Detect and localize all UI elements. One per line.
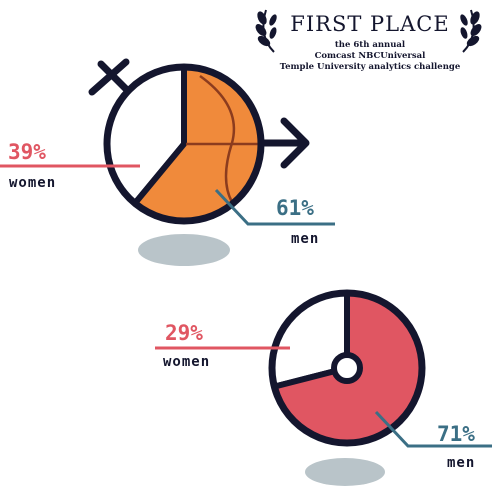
donut-hole (331, 352, 363, 384)
chart1-men-label: men (291, 231, 320, 247)
female-symbol-icon (88, 58, 133, 96)
laurel-right-icon (460, 9, 482, 53)
chart1-women-pct: 39% (8, 140, 46, 164)
award-line-2: Comcast NBCUniversal (314, 51, 426, 61)
chart2-women-label: women (163, 354, 211, 370)
chart2-women-pct: 29% (165, 321, 203, 345)
award-line-3: Temple University analytics challenge (279, 62, 461, 72)
award-title: FIRST PLACE (290, 12, 450, 36)
award-line-1: the 6th annual (334, 40, 406, 50)
award-badge: FIRST PLACE the 6th annual Comcast NBCUn… (250, 10, 490, 80)
chart2-men-label: men (447, 455, 476, 471)
chart1-men-pct: 61% (276, 196, 314, 220)
chart1-women-label: women (9, 175, 57, 191)
chart-gender-split-1 (88, 58, 310, 266)
chart2-men-pct: 71% (437, 422, 475, 446)
basketball-icon (186, 74, 262, 203)
chart2-shadow (305, 458, 385, 486)
male-symbol-icon (256, 117, 310, 169)
chart1-shadow (138, 234, 230, 266)
laurel-left-icon (255, 9, 277, 53)
